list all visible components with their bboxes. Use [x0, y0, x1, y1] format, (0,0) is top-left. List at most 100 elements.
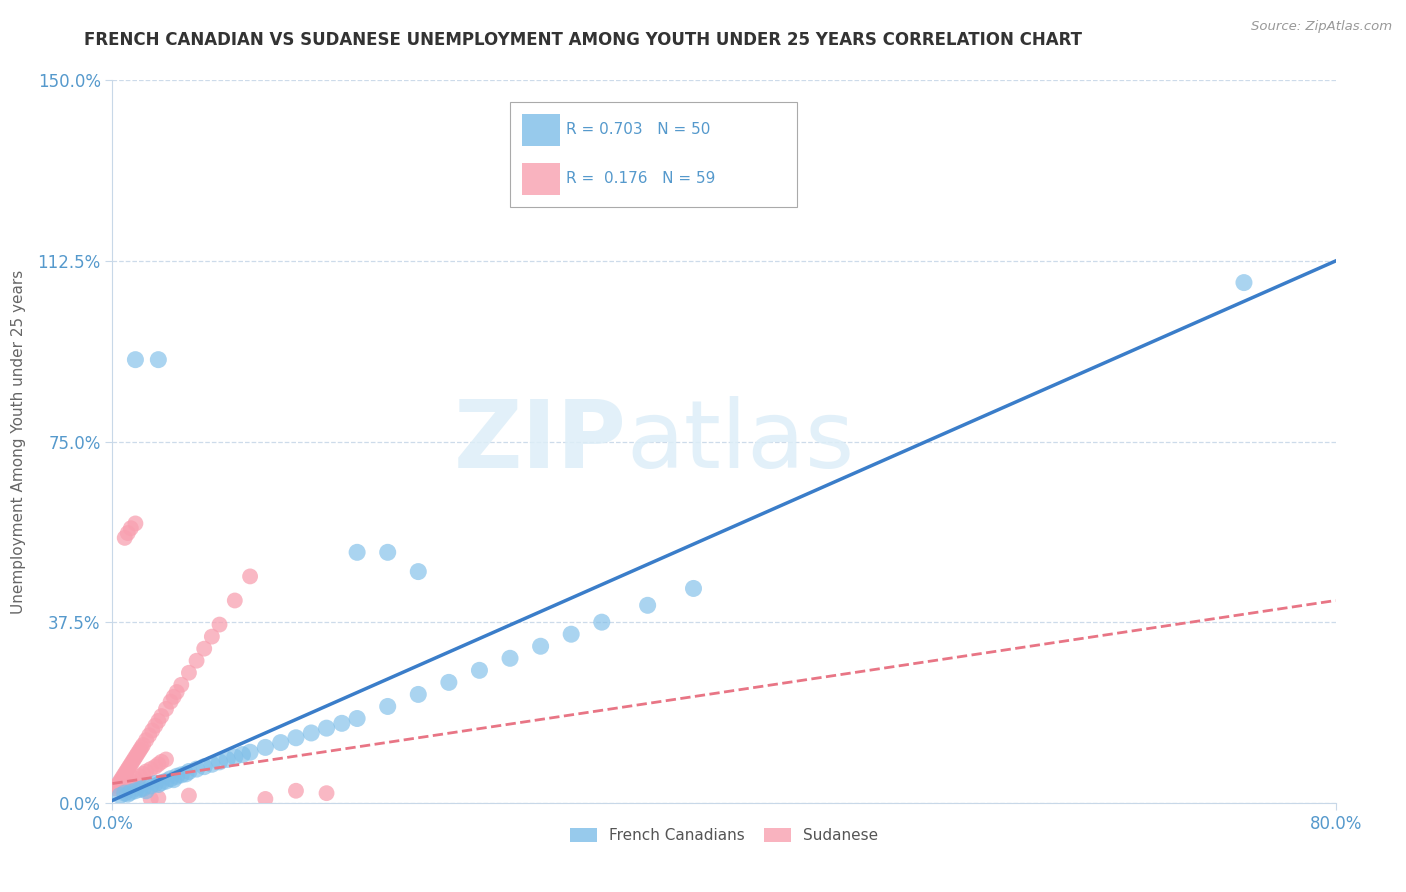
Point: [193, 760, 215, 774]
Point: [170, 678, 193, 692]
Point: [231, 747, 253, 762]
Point: [143, 719, 166, 733]
Point: [132, 781, 155, 796]
Point: [254, 740, 277, 755]
Point: [163, 772, 186, 787]
Point: [193, 641, 215, 656]
Point: [131, 740, 153, 755]
FancyBboxPatch shape: [510, 102, 797, 207]
Point: [124, 352, 146, 367]
Point: [239, 745, 262, 759]
Point: [208, 617, 231, 632]
Point: [118, 760, 141, 774]
Point: [201, 757, 224, 772]
Point: [299, 726, 322, 740]
Point: [107, 776, 129, 790]
Point: [117, 776, 139, 790]
Point: [346, 545, 368, 559]
Point: [148, 777, 170, 791]
Point: [114, 779, 136, 793]
Point: [139, 779, 162, 793]
Point: [159, 772, 181, 786]
FancyBboxPatch shape: [522, 114, 560, 146]
Text: FRENCH CANADIAN VS SUDANESE UNEMPLOYMENT AMONG YOUTH UNDER 25 YEARS CORRELATION : FRENCH CANADIAN VS SUDANESE UNEMPLOYMENT…: [84, 31, 1083, 49]
Point: [129, 782, 152, 797]
Point: [155, 702, 177, 716]
Point: [270, 735, 292, 749]
Point: [139, 792, 162, 806]
Point: [124, 750, 146, 764]
Point: [124, 516, 146, 531]
Point: [135, 733, 157, 747]
Text: ZIP: ZIP: [453, 395, 626, 488]
Point: [499, 651, 522, 665]
Text: R = 0.703   N = 50: R = 0.703 N = 50: [565, 122, 710, 137]
Point: [127, 745, 149, 759]
Point: [143, 760, 166, 774]
Point: [135, 764, 157, 779]
Point: [163, 690, 186, 704]
Point: [186, 654, 208, 668]
Point: [117, 787, 139, 801]
Point: [114, 767, 136, 781]
Point: [108, 789, 131, 803]
Legend: French Canadians, Sudanese: French Canadians, Sudanese: [564, 822, 884, 849]
Point: [284, 784, 308, 798]
Point: [315, 786, 337, 800]
Point: [117, 762, 139, 776]
Point: [132, 767, 155, 781]
Point: [120, 785, 142, 799]
Point: [120, 521, 142, 535]
Point: [122, 752, 145, 766]
Y-axis label: Unemployment Among Youth under 25 years: Unemployment Among Youth under 25 years: [11, 269, 27, 614]
Point: [224, 593, 246, 607]
Point: [155, 752, 177, 766]
Point: [239, 569, 262, 583]
Point: [408, 687, 430, 701]
Point: [139, 762, 162, 776]
Point: [177, 789, 200, 803]
Point: [129, 743, 152, 757]
Point: [148, 791, 170, 805]
Point: [120, 757, 142, 772]
Point: [284, 731, 308, 745]
Text: Source: ZipAtlas.com: Source: ZipAtlas.com: [1251, 20, 1392, 33]
Point: [217, 752, 239, 766]
Point: [132, 738, 155, 752]
Point: [637, 599, 659, 613]
Point: [148, 352, 170, 367]
Point: [143, 776, 166, 790]
Point: [148, 714, 170, 728]
Point: [377, 699, 399, 714]
Point: [124, 784, 146, 798]
Point: [117, 526, 139, 541]
Point: [468, 664, 491, 678]
Point: [112, 769, 135, 783]
Point: [159, 695, 181, 709]
Point: [174, 767, 197, 781]
Point: [114, 531, 136, 545]
Point: [155, 774, 177, 789]
Point: [138, 728, 160, 742]
Point: [150, 755, 173, 769]
Point: [148, 757, 170, 772]
Point: [377, 545, 399, 559]
Point: [408, 565, 430, 579]
Point: [315, 721, 337, 735]
Point: [186, 762, 208, 776]
Point: [177, 665, 200, 680]
Point: [108, 774, 131, 789]
Point: [437, 675, 460, 690]
Point: [591, 615, 613, 630]
Point: [530, 639, 553, 653]
Point: [135, 784, 157, 798]
FancyBboxPatch shape: [522, 162, 560, 194]
Text: R =  0.176   N = 59: R = 0.176 N = 59: [565, 171, 716, 186]
Point: [115, 764, 138, 779]
Point: [150, 709, 173, 723]
Point: [111, 772, 134, 786]
Point: [224, 750, 246, 764]
Point: [105, 779, 128, 793]
Point: [330, 716, 353, 731]
Point: [560, 627, 582, 641]
